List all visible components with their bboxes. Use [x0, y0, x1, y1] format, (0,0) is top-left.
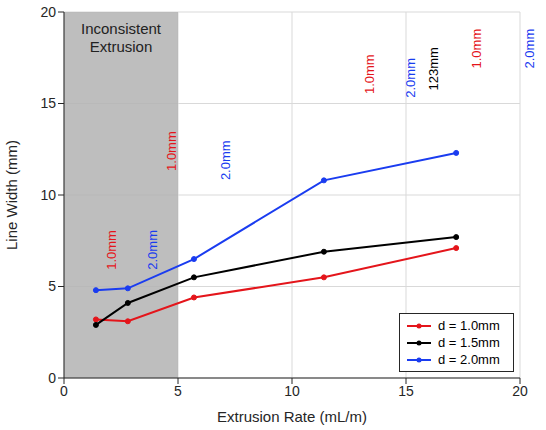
svg-text:1.0mm: 1.0mm	[104, 230, 119, 270]
svg-text:20: 20	[512, 383, 528, 399]
svg-text:1.0mm: 1.0mm	[469, 29, 484, 69]
html-text:d = 2.0mm: d = 2.0mm	[438, 352, 500, 367]
svg-text:2.0mm: 2.0mm	[218, 140, 233, 180]
svg-text:10: 10	[40, 187, 56, 203]
svg-text:2.0mm: 2.0mm	[145, 230, 160, 270]
svg-text:1.0mm: 1.0mm	[164, 131, 179, 171]
svg-text:5: 5	[48, 278, 56, 294]
svg-text:0: 0	[60, 383, 68, 399]
svg-text:15: 15	[40, 95, 56, 111]
svg-text:InconsistentExtrusion: InconsistentExtrusion	[81, 20, 162, 55]
svg-text:2.0mm: 2.0mm	[403, 58, 418, 98]
html-text:d = 1.5mm: d = 1.5mm	[438, 335, 500, 350]
svg-text:1.0mm: 1.0mm	[362, 54, 377, 94]
svg-text:10: 10	[284, 383, 300, 399]
svg-text:0: 0	[48, 370, 56, 386]
svg-text:Extrusion Rate (mL/m): Extrusion Rate (mL/m)	[217, 408, 367, 425]
svg-text:123mm: 123mm	[426, 47, 441, 90]
svg-text:15: 15	[398, 383, 414, 399]
svg-text:Line Width (mm): Line Width (mm)	[3, 140, 20, 250]
svg-text:5: 5	[174, 383, 182, 399]
html-text:d = 1.0mm: d = 1.0mm	[438, 318, 500, 333]
svg-text:20: 20	[40, 4, 56, 20]
svg-text:2.0mm: 2.0mm	[522, 29, 537, 69]
